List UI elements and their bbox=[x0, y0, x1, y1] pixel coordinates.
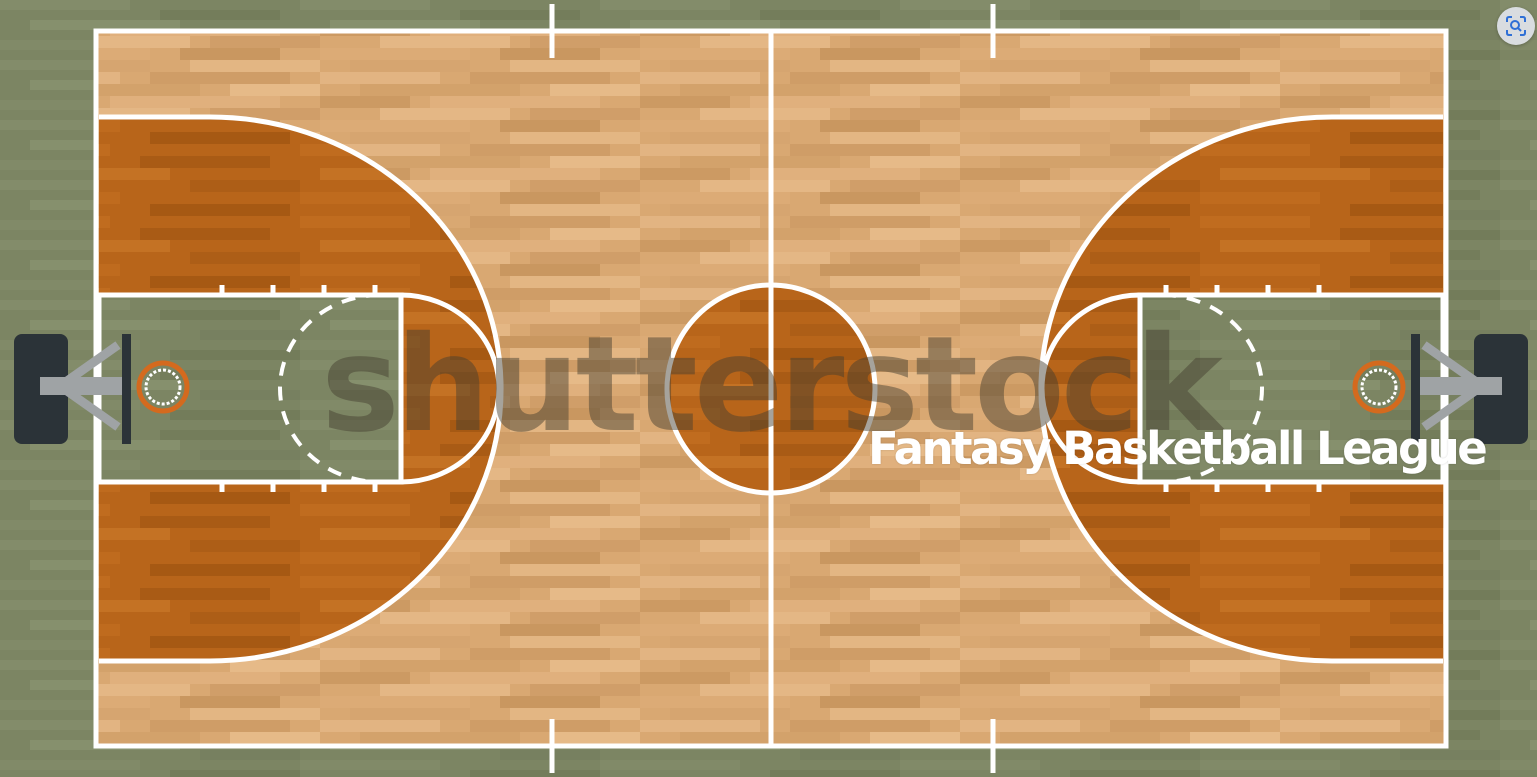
left-three-point-zone bbox=[99, 117, 502, 661]
left-backboard bbox=[122, 334, 131, 444]
right-rim bbox=[1352, 360, 1406, 414]
right-three-point-zone bbox=[1040, 117, 1443, 661]
left-rim bbox=[136, 360, 190, 414]
visual-search-button[interactable] bbox=[1497, 7, 1535, 45]
left-paint bbox=[99, 295, 401, 482]
left-hoop bbox=[14, 334, 190, 444]
visual-search-icon bbox=[1506, 16, 1526, 36]
right-hoop bbox=[1352, 334, 1528, 444]
right-backboard bbox=[1411, 334, 1420, 444]
league-title: Fantasy Basketball League bbox=[868, 422, 1488, 475]
right-paint bbox=[1140, 295, 1443, 482]
